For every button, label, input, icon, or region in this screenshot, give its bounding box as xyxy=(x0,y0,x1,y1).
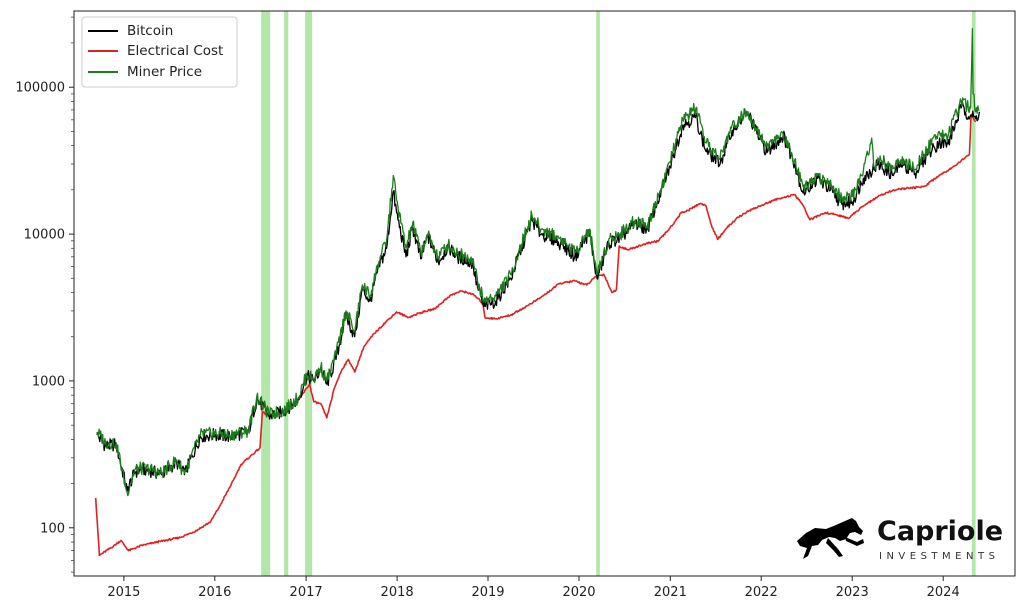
leaping-horse-icon xyxy=(797,518,864,559)
shaded-periods xyxy=(261,11,976,576)
y-tick-label: 10000 xyxy=(24,228,65,243)
legend-label-bitcoin: Bitcoin xyxy=(127,23,173,39)
x-tick-label: 2021 xyxy=(654,585,687,600)
series-line-miner-price xyxy=(96,28,980,497)
shaded-period-5 xyxy=(971,11,976,576)
legend-label-miner-price: Miner Price xyxy=(127,64,202,80)
plot-frame xyxy=(73,10,1016,577)
x-tick-label: 2019 xyxy=(471,585,504,600)
legend: Bitcoin Electrical Cost Miner Price xyxy=(81,16,238,88)
x-axis: 2015 2016 2017 2018 2019 2020 2021 2022 2023 2024 xyxy=(107,576,960,600)
x-tick-label: 2015 xyxy=(107,585,140,600)
y-tick-label: 100000 xyxy=(15,81,65,96)
shaded-period-1 xyxy=(261,11,271,576)
brand-name: Capriole xyxy=(877,516,1003,547)
brand-tagline: INVESTMENTS xyxy=(879,551,999,562)
series-lines xyxy=(94,28,981,557)
x-tick-label: 2024 xyxy=(927,585,960,600)
shaded-period-3 xyxy=(305,11,313,576)
y-tick-label: 1000 xyxy=(32,374,65,389)
legend-box xyxy=(81,16,238,88)
shaded-period-4 xyxy=(596,11,600,576)
x-tick-label: 2020 xyxy=(562,585,595,600)
x-tick-label: 2022 xyxy=(745,585,778,600)
x-tick-label: 2016 xyxy=(198,585,231,600)
x-tick-label: 2023 xyxy=(836,585,869,600)
x-tick-label: 2018 xyxy=(381,585,414,600)
legend-label-electrical-cost: Electrical Cost xyxy=(127,43,223,59)
y-axis: 100 1000 10000 100000 xyxy=(15,16,74,573)
y-tick-label: 100 xyxy=(40,521,65,536)
series-line-electrical-cost xyxy=(94,113,977,557)
x-tick-label: 2017 xyxy=(290,585,323,600)
shaded-period-2 xyxy=(284,11,289,576)
brand-logo: Capriole INVESTMENTS xyxy=(797,516,1003,562)
